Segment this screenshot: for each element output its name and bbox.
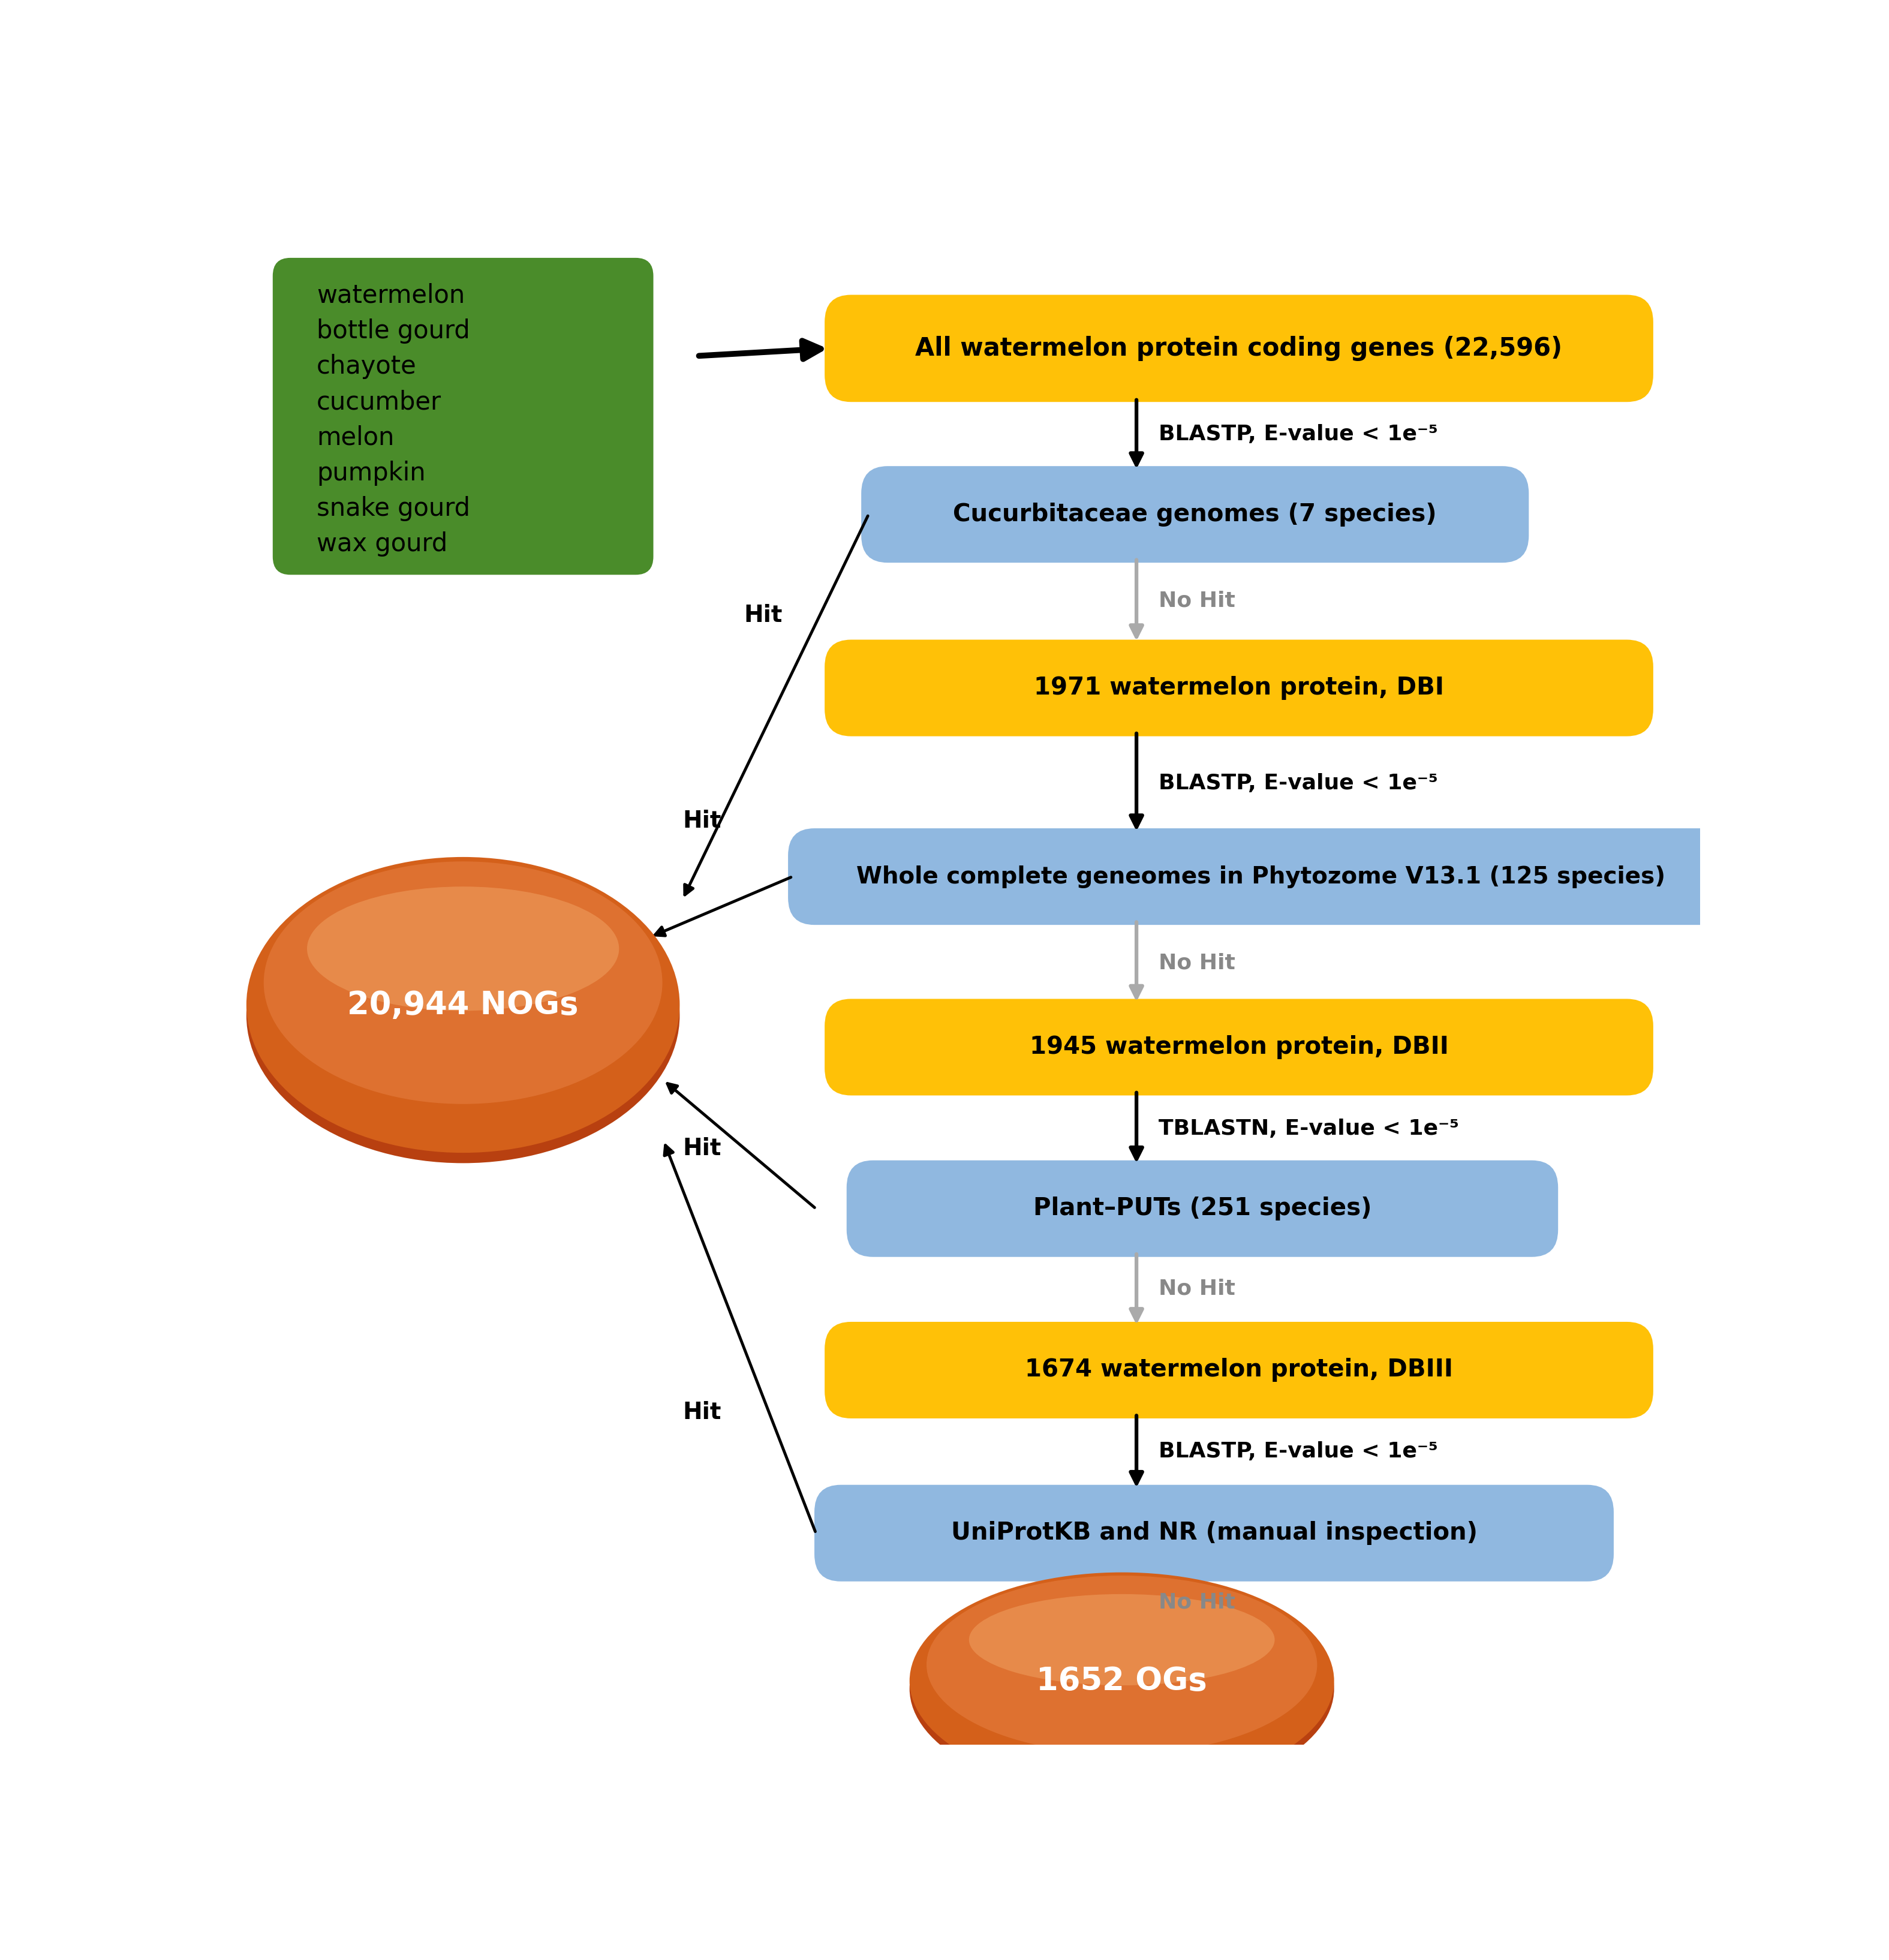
Text: UniProtKB and NR (manual inspection): UniProtKB and NR (manual inspection) xyxy=(950,1521,1477,1544)
Text: wax gourd: wax gourd xyxy=(317,531,448,557)
Ellipse shape xyxy=(969,1593,1275,1686)
Text: TBLASTN, E-value < 1e⁻⁵: TBLASTN, E-value < 1e⁻⁵ xyxy=(1158,1119,1458,1139)
Text: BLASTP, E-value < 1e⁻⁵: BLASTP, E-value < 1e⁻⁵ xyxy=(1158,772,1438,794)
Text: pumpkin: pumpkin xyxy=(317,461,425,486)
Text: No Hit: No Hit xyxy=(1158,1278,1235,1299)
Text: 20,944 NOGs: 20,944 NOGs xyxy=(348,990,578,1021)
Text: Hit: Hit xyxy=(682,809,722,833)
FancyBboxPatch shape xyxy=(825,639,1653,737)
Text: No Hit: No Hit xyxy=(1158,953,1235,972)
Text: 1674 watermelon protein, DBIII: 1674 watermelon protein, DBIII xyxy=(1026,1358,1453,1382)
Text: watermelon: watermelon xyxy=(317,282,465,308)
Ellipse shape xyxy=(246,868,680,1162)
Text: BLASTP, E-value < 1e⁻⁵: BLASTP, E-value < 1e⁻⁵ xyxy=(1158,423,1438,445)
FancyBboxPatch shape xyxy=(272,259,654,574)
Text: 1945 watermelon protein, DBII: 1945 watermelon protein, DBII xyxy=(1030,1035,1449,1058)
Text: Plant–PUTs (251 species): Plant–PUTs (251 species) xyxy=(1033,1198,1371,1221)
Text: melon: melon xyxy=(317,425,395,451)
FancyBboxPatch shape xyxy=(825,1321,1653,1419)
Text: All watermelon protein coding genes (22,596): All watermelon protein coding genes (22,… xyxy=(916,335,1562,361)
Text: Hit: Hit xyxy=(682,1401,722,1423)
Text: cucumber: cucumber xyxy=(317,390,442,416)
Ellipse shape xyxy=(926,1576,1317,1754)
Text: snake gourd: snake gourd xyxy=(317,496,470,521)
Ellipse shape xyxy=(308,886,620,1011)
FancyBboxPatch shape xyxy=(846,1160,1558,1256)
Text: 1971 watermelon protein, DBI: 1971 watermelon protein, DBI xyxy=(1033,676,1443,700)
Text: No Hit: No Hit xyxy=(1158,1592,1235,1613)
Text: No Hit: No Hit xyxy=(1158,590,1235,612)
Ellipse shape xyxy=(910,1580,1334,1797)
Text: chayote: chayote xyxy=(317,355,417,378)
Ellipse shape xyxy=(264,862,663,1103)
Text: Hit: Hit xyxy=(682,1137,722,1160)
Text: BLASTP, E-value < 1e⁻⁵: BLASTP, E-value < 1e⁻⁵ xyxy=(1158,1441,1438,1462)
Ellipse shape xyxy=(910,1572,1334,1789)
FancyBboxPatch shape xyxy=(861,466,1528,563)
Text: 1652 OGs: 1652 OGs xyxy=(1037,1666,1207,1697)
Text: Whole complete geneomes in Phytozome V13.1 (125 species): Whole complete geneomes in Phytozome V13… xyxy=(856,864,1666,888)
FancyBboxPatch shape xyxy=(825,1000,1653,1096)
Text: bottle gourd: bottle gourd xyxy=(317,318,470,343)
Text: Cucurbitaceae genomes (7 species): Cucurbitaceae genomes (7 species) xyxy=(954,502,1438,527)
FancyBboxPatch shape xyxy=(825,294,1653,402)
FancyBboxPatch shape xyxy=(814,1486,1613,1582)
FancyBboxPatch shape xyxy=(788,829,1734,925)
Ellipse shape xyxy=(246,857,680,1152)
Text: Hit: Hit xyxy=(744,604,782,627)
